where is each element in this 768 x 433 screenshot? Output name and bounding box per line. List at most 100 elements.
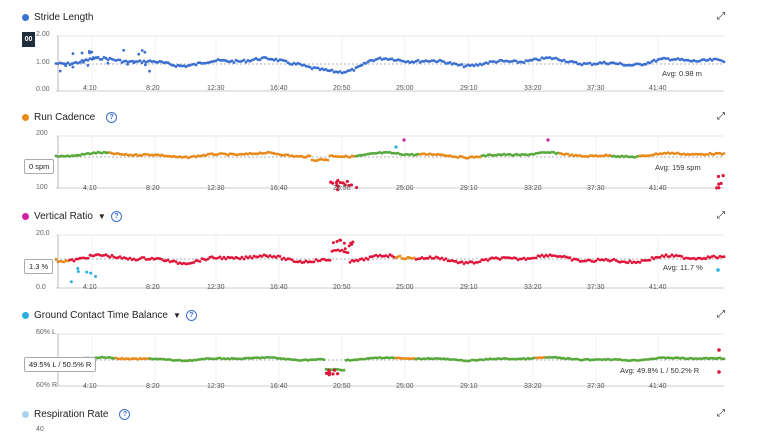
stride-point	[352, 69, 356, 72]
cadence-outlier-point	[394, 145, 398, 149]
cadence-dropout-point	[721, 174, 725, 178]
vratio-point	[368, 255, 372, 259]
cadence-point	[274, 152, 278, 156]
gct-point	[176, 358, 180, 362]
vratio-point	[430, 257, 434, 260]
stride-outlier-point	[90, 50, 94, 54]
help-icon[interactable]: ?	[185, 310, 197, 321]
stride-outlier-point	[95, 56, 99, 60]
vratio-point	[160, 258, 164, 261]
gct-point	[448, 358, 452, 361]
vratio-point	[532, 256, 536, 260]
x-tick-label: 8:20	[146, 284, 160, 291]
gct-point	[532, 356, 536, 360]
vratio-point	[568, 256, 572, 260]
stride-point	[664, 57, 668, 60]
cadence-point	[456, 156, 460, 160]
stride-point	[488, 60, 492, 63]
gct-point	[182, 359, 186, 363]
x-tick-label: 4:10	[83, 383, 97, 390]
gct-point	[124, 357, 128, 360]
vratio-point	[696, 256, 700, 260]
stride-point	[166, 61, 170, 65]
stride-point	[706, 58, 710, 62]
vratio-point	[444, 257, 448, 260]
gct-point	[384, 356, 388, 359]
gct-point	[292, 358, 296, 362]
cadence-point	[718, 151, 722, 155]
stride-point	[302, 63, 306, 67]
vratio-point	[80, 256, 84, 260]
vratio-point	[668, 255, 672, 258]
vratio-point	[54, 258, 58, 261]
gct-point	[392, 356, 396, 360]
x-tick-label: 25:00	[396, 383, 414, 390]
cadence-point	[332, 155, 336, 158]
stride-point	[194, 63, 198, 67]
cadence-point	[318, 157, 322, 161]
cadence-point	[530, 152, 534, 156]
gct-point	[192, 358, 196, 362]
stride-point	[666, 57, 670, 60]
vratio-point	[666, 255, 670, 258]
stride-point	[326, 69, 330, 72]
stride-point	[66, 61, 70, 65]
gct-point	[116, 357, 120, 361]
expand-icon[interactable]: ⤢	[717, 408, 725, 419]
vratio-point	[480, 258, 484, 262]
gct-outlier-point	[327, 368, 331, 373]
vratio-point	[474, 261, 478, 264]
vratio-point	[680, 255, 684, 258]
cadence-point	[296, 154, 300, 158]
stride-point	[218, 58, 222, 62]
help-icon[interactable]: ?	[119, 409, 131, 420]
expand-icon[interactable]: ⤢	[717, 111, 725, 122]
cadence-point	[372, 151, 376, 155]
stride-point	[360, 63, 364, 67]
help-icon[interactable]: ?	[110, 211, 122, 222]
help-icon[interactable]: ?	[106, 112, 118, 123]
stride-outlier-point	[132, 60, 135, 63]
vratio-point	[432, 257, 436, 260]
stride-outlier-point	[88, 51, 91, 54]
cadence-point	[336, 155, 340, 159]
stride-point	[522, 61, 526, 65]
vratio-point	[546, 254, 550, 258]
vratio-point	[522, 256, 526, 260]
expand-icon[interactable]: ⤢	[717, 11, 725, 22]
vratio-point	[684, 256, 688, 260]
dropdown-caret-icon[interactable]: ▼	[172, 311, 181, 320]
vratio-point	[518, 257, 522, 261]
dropdown-caret-icon[interactable]: ▼	[97, 212, 106, 221]
x-tick-label: 8:20	[146, 85, 160, 92]
cadence-dropout-point	[349, 183, 354, 187]
cadence-point	[386, 151, 390, 154]
expand-icon[interactable]: ⤢	[717, 210, 725, 221]
cadence-point	[588, 154, 592, 158]
stride-point	[284, 59, 288, 63]
stride-point	[106, 58, 110, 62]
stride-point	[426, 60, 430, 63]
vratio-point	[274, 256, 278, 259]
stride-point	[308, 65, 312, 69]
x-tick-label: 37:30	[587, 284, 605, 291]
gct-point	[290, 358, 294, 361]
gct-point	[470, 358, 474, 362]
gct-outlier-point	[324, 371, 329, 375]
resp-y-top: 40	[36, 426, 44, 433]
cadence-point	[476, 155, 480, 159]
vratio-point	[578, 260, 582, 263]
cadence-point	[506, 152, 510, 156]
stride-point	[390, 57, 394, 61]
stride-point	[712, 57, 716, 61]
cadence-dropout-point	[335, 183, 339, 188]
stride-point	[138, 59, 142, 63]
stride-point	[350, 67, 354, 71]
vratio-point	[566, 256, 570, 259]
stride-outlier-point	[86, 63, 90, 67]
vratio-outlier-point	[69, 280, 73, 284]
expand-icon[interactable]: ⤢	[717, 309, 725, 320]
vratio-outlier-point	[351, 240, 355, 244]
stride-y-mid: 1.00	[36, 59, 50, 66]
cadence-point	[570, 153, 574, 157]
